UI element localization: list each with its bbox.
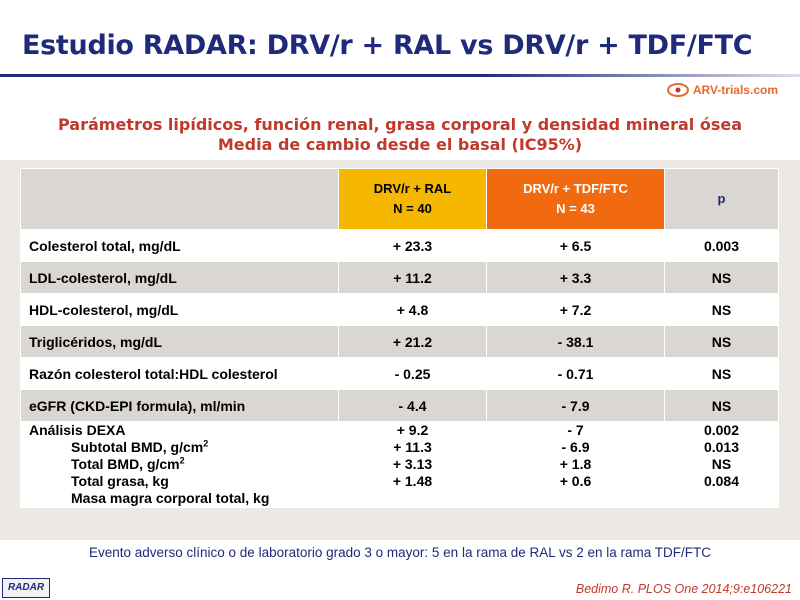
table-header-row: DRV/r + RAL N = 40 DRV/r + TDF/FTC N = 4… <box>20 168 779 230</box>
dexa-heading: Análisis DEXA <box>29 422 126 438</box>
table-row: Razón colesterol total:HDL colesterol - … <box>20 357 779 390</box>
header-ral-arm: DRV/r + RAL <box>373 181 452 196</box>
tdf-value: - 7 <box>567 422 584 438</box>
header-tdf: DRV/r + TDF/FTC N = 43 <box>486 168 665 230</box>
p-value: 0.003 <box>664 229 779 262</box>
tdf-value: - 6.9 <box>561 439 590 455</box>
p-value: NS <box>664 357 779 390</box>
header-p: p <box>664 168 779 230</box>
dexa-sub-label: Total grasa, kg <box>71 473 169 489</box>
dexa-ral-values: + 9.2 + 11.3 + 3.13 + 1.48 <box>338 421 487 508</box>
p-value: 0.002 <box>703 422 740 438</box>
ral-value: + 23.3 <box>338 229 487 262</box>
p-value: NS <box>664 261 779 294</box>
row-label: HDL-colesterol, mg/dL <box>20 293 339 326</box>
arv-logo-icon <box>666 83 689 97</box>
brand-text: ARV-trials.com <box>692 83 778 97</box>
table-row: Colesterol total, mg/dL + 23.3 + 6.5 0.0… <box>20 229 779 262</box>
citation: Bedimo R. PLOS One 2014;9:e106221 <box>575 582 792 596</box>
row-label: Colesterol total, mg/dL <box>20 229 339 262</box>
header-tdf-n: N = 43 <box>556 201 595 216</box>
table-row: LDL-colesterol, mg/dL + 11.2 + 3.3 NS <box>20 261 779 294</box>
tdf-value: - 38.1 <box>486 325 665 358</box>
p-value: 0.084 <box>703 473 740 489</box>
table-row: eGFR (CKD-EPI formula), ml/min - 4.4 - 7… <box>20 389 779 422</box>
row-label: LDL-colesterol, mg/dL <box>20 261 339 294</box>
tdf-value: + 6.5 <box>486 229 665 262</box>
p-value: NS <box>664 325 779 358</box>
dexa-row: Análisis DEXA Subtotal BMD, g/cm2 Total … <box>20 421 779 508</box>
tdf-value: - 7.9 <box>486 389 665 422</box>
subtitle-line2: Media de cambio desde el basal (IC95%) <box>217 135 583 154</box>
row-label: Razón colesterol total:HDL colesterol <box>20 357 339 390</box>
tdf-value: + 0.6 <box>559 473 592 489</box>
brand-logo: ARV-trials.com <box>666 82 778 98</box>
header-ral: DRV/r + RAL N = 40 <box>338 168 487 230</box>
ral-value: - 0.25 <box>338 357 487 390</box>
results-table: DRV/r + RAL N = 40 DRV/r + TDF/FTC N = 4… <box>20 168 779 508</box>
tdf-value: - 0.71 <box>486 357 665 390</box>
table-row: Triglicéridos, mg/dL + 21.2 - 38.1 NS <box>20 325 779 358</box>
header-tdf-arm: DRV/r + TDF/FTC <box>523 181 628 196</box>
ral-value: - 4.4 <box>338 389 487 422</box>
dexa-sub-label: Total BMD, g/cm2 <box>71 455 185 472</box>
p-value: 0.013 <box>703 439 740 455</box>
table-row: HDL-colesterol, mg/dL + 4.8 + 7.2 NS <box>20 293 779 326</box>
header-blank-cell <box>20 168 339 230</box>
title-underline <box>0 74 800 77</box>
dexa-sub-label: Masa magra corporal total, kg <box>71 490 270 506</box>
p-value: NS <box>711 456 732 472</box>
tdf-value: + 7.2 <box>486 293 665 326</box>
tdf-value: + 3.3 <box>486 261 665 294</box>
ral-value: + 4.8 <box>338 293 487 326</box>
p-value: NS <box>664 389 779 422</box>
ral-value: + 21.2 <box>338 325 487 358</box>
row-label: Triglicéridos, mg/dL <box>20 325 339 358</box>
row-label: eGFR (CKD-EPI formula), ml/min <box>20 389 339 422</box>
dexa-sub-label: Subtotal BMD, g/cm2 <box>71 438 209 455</box>
dexa-tdf-values: - 7 - 6.9 + 1.8 + 0.6 <box>486 421 665 508</box>
dexa-p-values: 0.002 0.013 NS 0.084 <box>664 421 779 508</box>
ral-value: + 11.3 <box>393 439 432 455</box>
slide-title: Estudio RADAR: DRV/r + RAL vs DRV/r + TD… <box>22 30 753 61</box>
subtitle-line1: Parámetros lipídicos, función renal, gra… <box>57 115 742 134</box>
header-ral-n: N = 40 <box>393 201 432 216</box>
dexa-labels: Análisis DEXA Subtotal BMD, g/cm2 Total … <box>20 421 339 508</box>
ral-value: + 9.2 <box>396 422 429 438</box>
p-value: NS <box>664 293 779 326</box>
ral-value: + 3.13 <box>392 456 433 472</box>
radar-badge: RADAR <box>2 578 50 598</box>
ral-value: + 1.48 <box>392 473 433 489</box>
ral-value: + 11.2 <box>338 261 487 294</box>
footnote: Evento adverso clínico o de laboratorio … <box>88 545 712 560</box>
tdf-value: + 1.8 <box>559 456 592 472</box>
